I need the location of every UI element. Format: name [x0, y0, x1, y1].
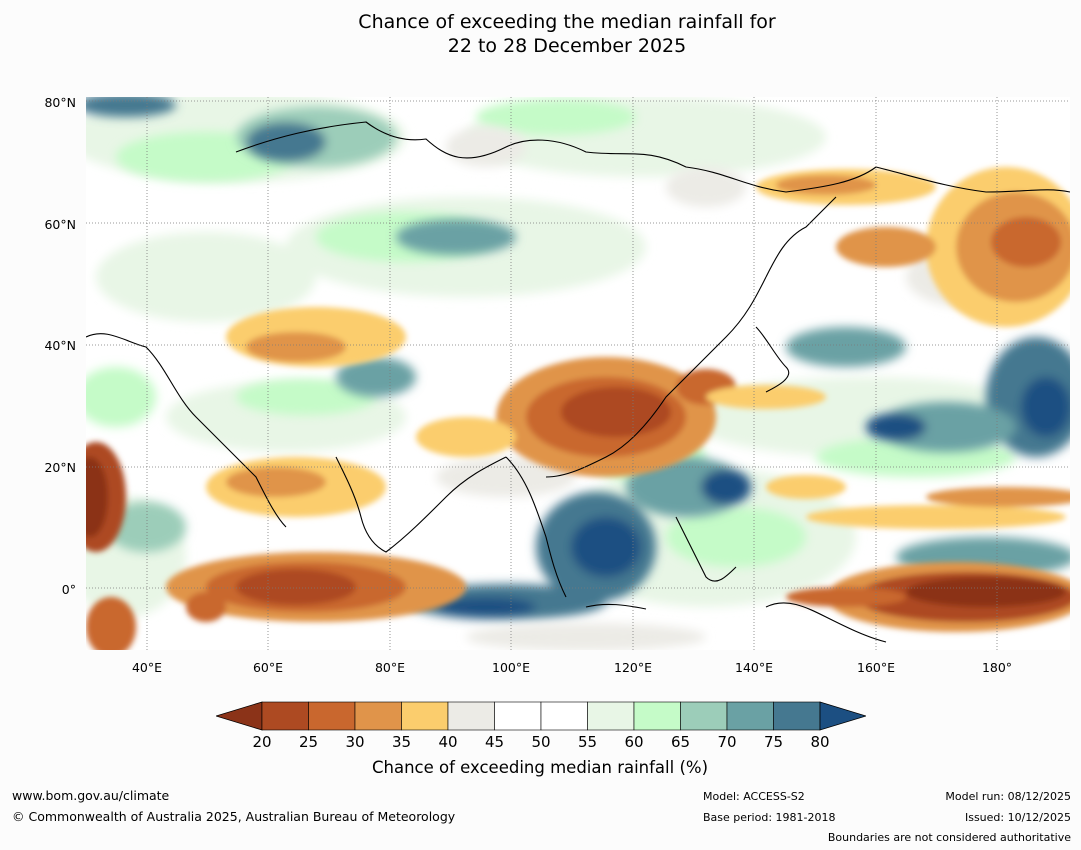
colorbar-tick-label: 80 — [810, 733, 830, 751]
colorbar-cell — [773, 701, 821, 731]
website-link[interactable]: www.bom.gov.au/climate — [12, 788, 170, 803]
colorbar-tick-label: 40 — [438, 733, 458, 751]
lon-label-180: 180° — [981, 660, 1013, 675]
lon-label-100e: 100°E — [491, 660, 531, 675]
title-line-1: Chance of exceeding the median rainfall … — [358, 11, 776, 33]
colorbar-tick-label: 35 — [391, 733, 412, 751]
colorbar-extend-low — [216, 701, 263, 731]
rainfall-map-canvas — [86, 97, 1070, 650]
colorbar-cell — [540, 701, 588, 731]
rainfall-patches-20-40 — [86, 167, 1070, 650]
lon-label-120e: 120°E — [613, 660, 653, 675]
colorbar-tick-label: 45 — [484, 733, 505, 751]
lat-label-20n: 20°N — [44, 460, 76, 475]
issued-date: Issued: 10/12/2025 — [964, 811, 1071, 824]
colorbar-cell — [587, 701, 635, 731]
colorbar-tick-label: 60 — [624, 733, 644, 751]
colorbar-cell — [401, 701, 449, 731]
colorbar-extend-high — [819, 701, 866, 731]
lat-label-40n: 40°N — [44, 338, 76, 353]
lat-label-60n: 60°N — [44, 217, 76, 232]
colorbar-cell — [261, 701, 309, 731]
colorbar-cell — [680, 701, 728, 731]
colorbar-tick-label: 75 — [763, 733, 784, 751]
colorbar-tick-label: 25 — [298, 733, 319, 751]
lon-label-40e: 40°E — [131, 660, 163, 675]
colorbar-tick-label: 70 — [717, 733, 737, 751]
colorbar-cell — [494, 701, 542, 731]
lon-label-80e: 80°E — [374, 660, 406, 675]
rainfall-map — [86, 97, 1070, 650]
lon-label-60e: 60°E — [252, 660, 284, 675]
colorbar-tick-label: 50 — [531, 733, 551, 751]
colorbar-cell — [726, 701, 774, 731]
colorbar — [216, 701, 866, 731]
colorbar-cell — [447, 701, 495, 731]
map-title: Chance of exceeding the median rainfall … — [0, 10, 1081, 58]
lon-label-140e: 140°E — [734, 660, 774, 675]
colorbar-tick-label: 20 — [252, 733, 272, 751]
model-run-date: Model run: 08/12/2025 — [945, 790, 1071, 803]
graticule — [86, 97, 1070, 650]
colorbar-tick-label: 30 — [345, 733, 365, 751]
colorbar-label: Chance of exceeding median rainfall (%) — [371, 758, 709, 777]
lon-label-160e: 160°E — [856, 660, 896, 675]
boundaries-disclaimer: Boundaries are not considered authoritat… — [827, 831, 1071, 844]
copyright-text: © Commonwealth of Australia 2025, Austra… — [12, 809, 456, 824]
colorbar-cell — [308, 701, 356, 731]
colorbar-cell — [354, 701, 402, 731]
lat-label-0: 0° — [61, 582, 76, 597]
base-period: Base period: 1981-2018 — [703, 811, 836, 824]
colorbar-tick-label: 55 — [577, 733, 598, 751]
lat-label-80n: 80°N — [44, 95, 76, 110]
rainfall-patches-65-80 — [86, 97, 1070, 620]
colorbar-tick-label: 65 — [670, 733, 691, 751]
coastlines — [86, 121, 1070, 643]
title-line-2: 22 to 28 December 2025 — [447, 35, 687, 57]
colorbar-cell — [633, 701, 681, 731]
model-name: Model: ACCESS-S2 — [703, 790, 805, 803]
